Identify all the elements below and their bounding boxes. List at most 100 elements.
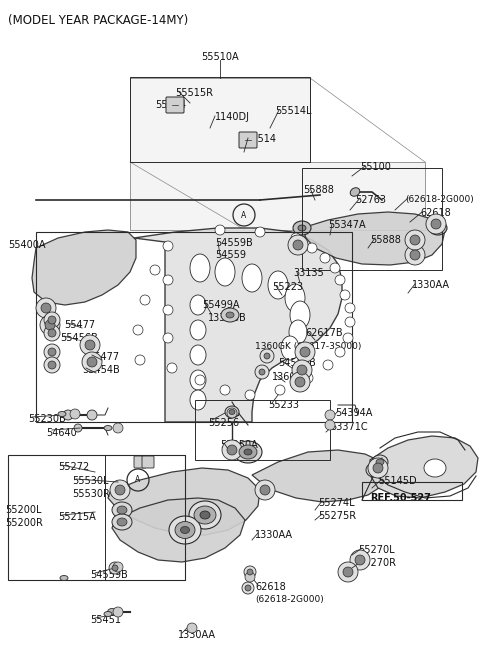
Text: 55200R: 55200R [5,518,43,528]
Polygon shape [370,436,478,498]
Polygon shape [112,498,245,562]
Circle shape [264,353,270,359]
Bar [130,77,310,162]
Circle shape [245,585,251,591]
Text: 55456B: 55456B [60,333,98,343]
Circle shape [110,480,130,500]
Circle shape [163,305,173,315]
Circle shape [63,410,73,420]
Circle shape [320,253,330,263]
Circle shape [227,445,237,455]
Circle shape [133,325,143,335]
Ellipse shape [190,295,206,315]
Ellipse shape [290,301,310,329]
Text: 62618: 62618 [255,582,286,592]
Ellipse shape [117,518,127,526]
Circle shape [255,227,265,237]
Circle shape [113,423,123,433]
FancyBboxPatch shape [134,456,146,468]
Ellipse shape [434,225,442,231]
Ellipse shape [429,221,447,235]
Text: 55145D: 55145D [378,476,417,486]
Text: A: A [241,211,247,220]
Ellipse shape [221,308,239,322]
Circle shape [163,275,173,285]
Circle shape [295,377,305,387]
Text: 55514L: 55514L [275,106,312,116]
Ellipse shape [242,264,262,292]
Text: 55270L: 55270L [358,545,395,555]
Ellipse shape [190,390,206,410]
Ellipse shape [190,370,206,390]
Bar [195,400,330,460]
Circle shape [297,365,307,375]
Text: (62618-2G000): (62618-2G000) [405,195,474,204]
Circle shape [405,230,425,250]
Ellipse shape [58,411,66,417]
Text: 55454B: 55454B [82,365,120,375]
Ellipse shape [194,506,216,524]
Circle shape [260,349,274,363]
Ellipse shape [190,320,206,340]
Text: (62618-2G000): (62618-2G000) [255,595,324,604]
Circle shape [259,369,265,375]
Circle shape [426,214,446,234]
FancyBboxPatch shape [239,132,257,148]
Circle shape [150,265,160,275]
Ellipse shape [376,459,384,465]
Ellipse shape [112,502,132,518]
Circle shape [255,365,269,379]
Circle shape [36,298,56,318]
Text: 1339GB: 1339GB [208,313,247,323]
Circle shape [215,225,225,235]
Text: 1140DJ: 1140DJ [215,112,250,122]
Circle shape [40,315,60,335]
Text: 1330AA: 1330AA [178,630,216,640]
Text: 55270R: 55270R [358,558,396,568]
Bar [36,232,352,422]
Circle shape [44,344,60,360]
Polygon shape [134,228,342,422]
Circle shape [373,463,383,473]
Circle shape [109,562,121,574]
Bar [362,482,462,500]
Circle shape [292,360,312,380]
Ellipse shape [189,501,221,529]
Text: 55223: 55223 [272,282,303,292]
Text: 55499A: 55499A [202,300,240,310]
Circle shape [410,235,420,245]
Ellipse shape [169,516,201,544]
Ellipse shape [281,336,299,360]
Ellipse shape [370,467,378,473]
Text: 33135: 33135 [293,268,324,278]
Ellipse shape [226,312,234,318]
Polygon shape [252,450,388,502]
Text: 1330AA: 1330AA [255,530,293,540]
Bar [302,168,442,270]
Ellipse shape [180,527,190,533]
Text: 55215A: 55215A [58,512,96,522]
Ellipse shape [293,221,311,235]
Circle shape [290,372,310,392]
Text: 55200L: 55200L [5,505,41,515]
Text: 54559: 54559 [215,250,246,260]
Circle shape [45,320,55,330]
Circle shape [405,245,425,265]
Circle shape [330,263,340,273]
Text: 54394A: 54394A [335,408,372,418]
Circle shape [293,240,303,250]
Circle shape [44,325,60,341]
Text: 55347A: 55347A [328,220,366,230]
Text: 55274L: 55274L [318,498,355,508]
Circle shape [140,295,150,305]
Text: 55100: 55100 [360,162,391,172]
Ellipse shape [225,406,239,418]
Text: 55250A: 55250A [220,440,258,450]
Ellipse shape [200,511,210,519]
Text: 55515R: 55515R [175,88,213,98]
Circle shape [295,342,315,362]
Circle shape [338,562,358,582]
Circle shape [220,385,230,395]
Text: (MODEL YEAR PACKAGE-14MY): (MODEL YEAR PACKAGE-14MY) [8,14,188,27]
Text: 55888: 55888 [303,185,334,195]
